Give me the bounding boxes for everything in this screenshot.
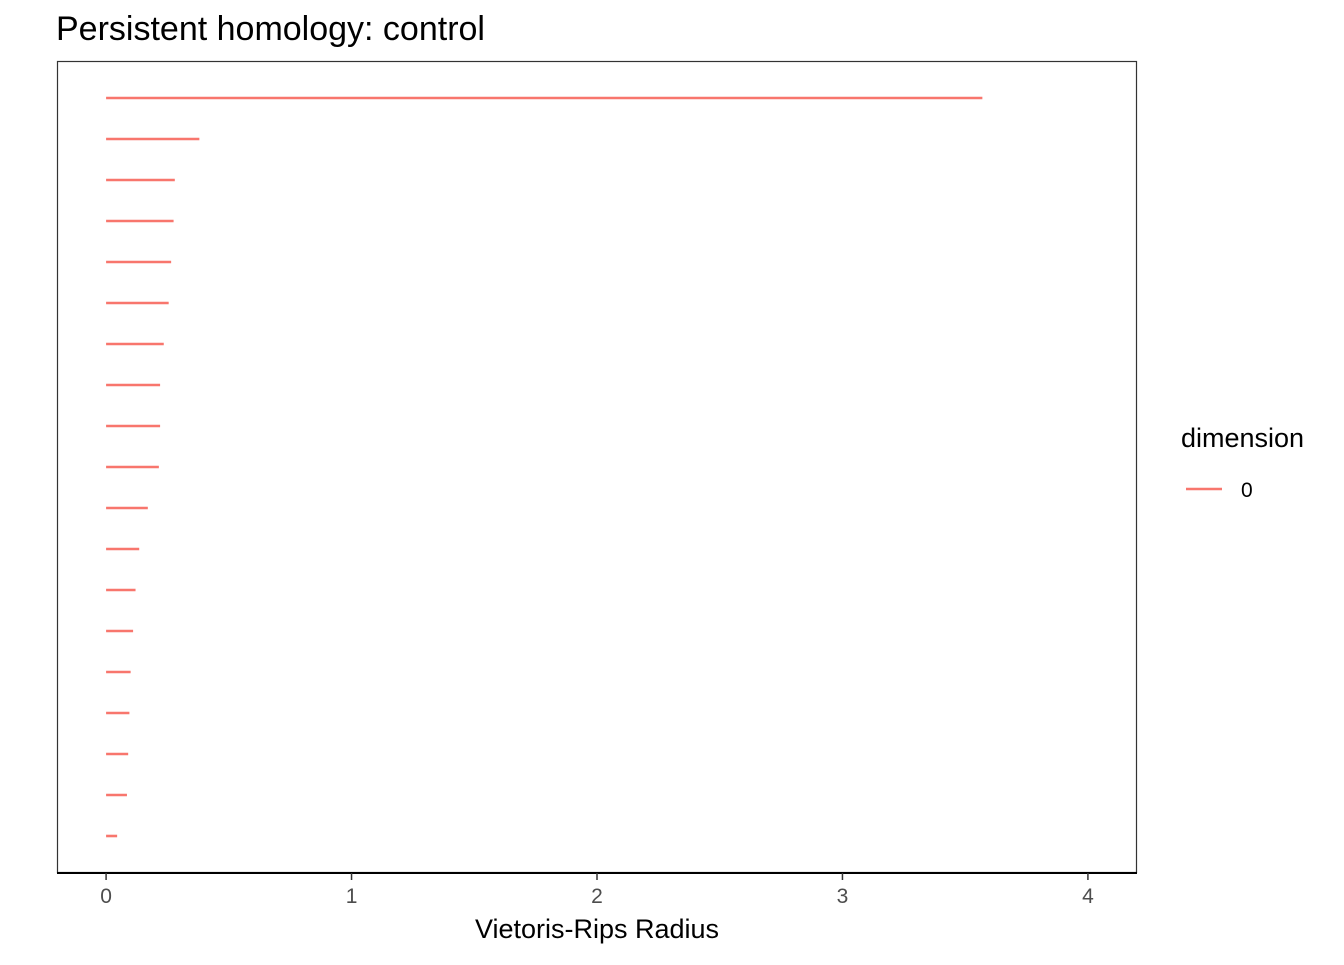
x-axis-label: Vietoris-Rips Radius — [475, 914, 719, 944]
x-tick-label-1: 1 — [346, 885, 358, 908]
legend-title: dimension — [1181, 423, 1304, 453]
x-tick-label-4: 4 — [1082, 885, 1094, 908]
legend-entries: 0 — [1186, 479, 1253, 502]
plot-panel — [56, 60, 1138, 874]
legend: dimension 0 — [1181, 423, 1304, 502]
x-ticks-layer: 0 1 2 3 4 — [100, 873, 1094, 908]
legend-label-0: 0 — [1241, 479, 1253, 502]
chart-title: Persistent homology: control — [56, 10, 485, 48]
x-tick-label-0: 0 — [100, 885, 112, 908]
bars-layer — [106, 96, 983, 838]
x-tick-label-3: 3 — [837, 885, 849, 908]
x-tick-label-2: 2 — [591, 885, 603, 908]
